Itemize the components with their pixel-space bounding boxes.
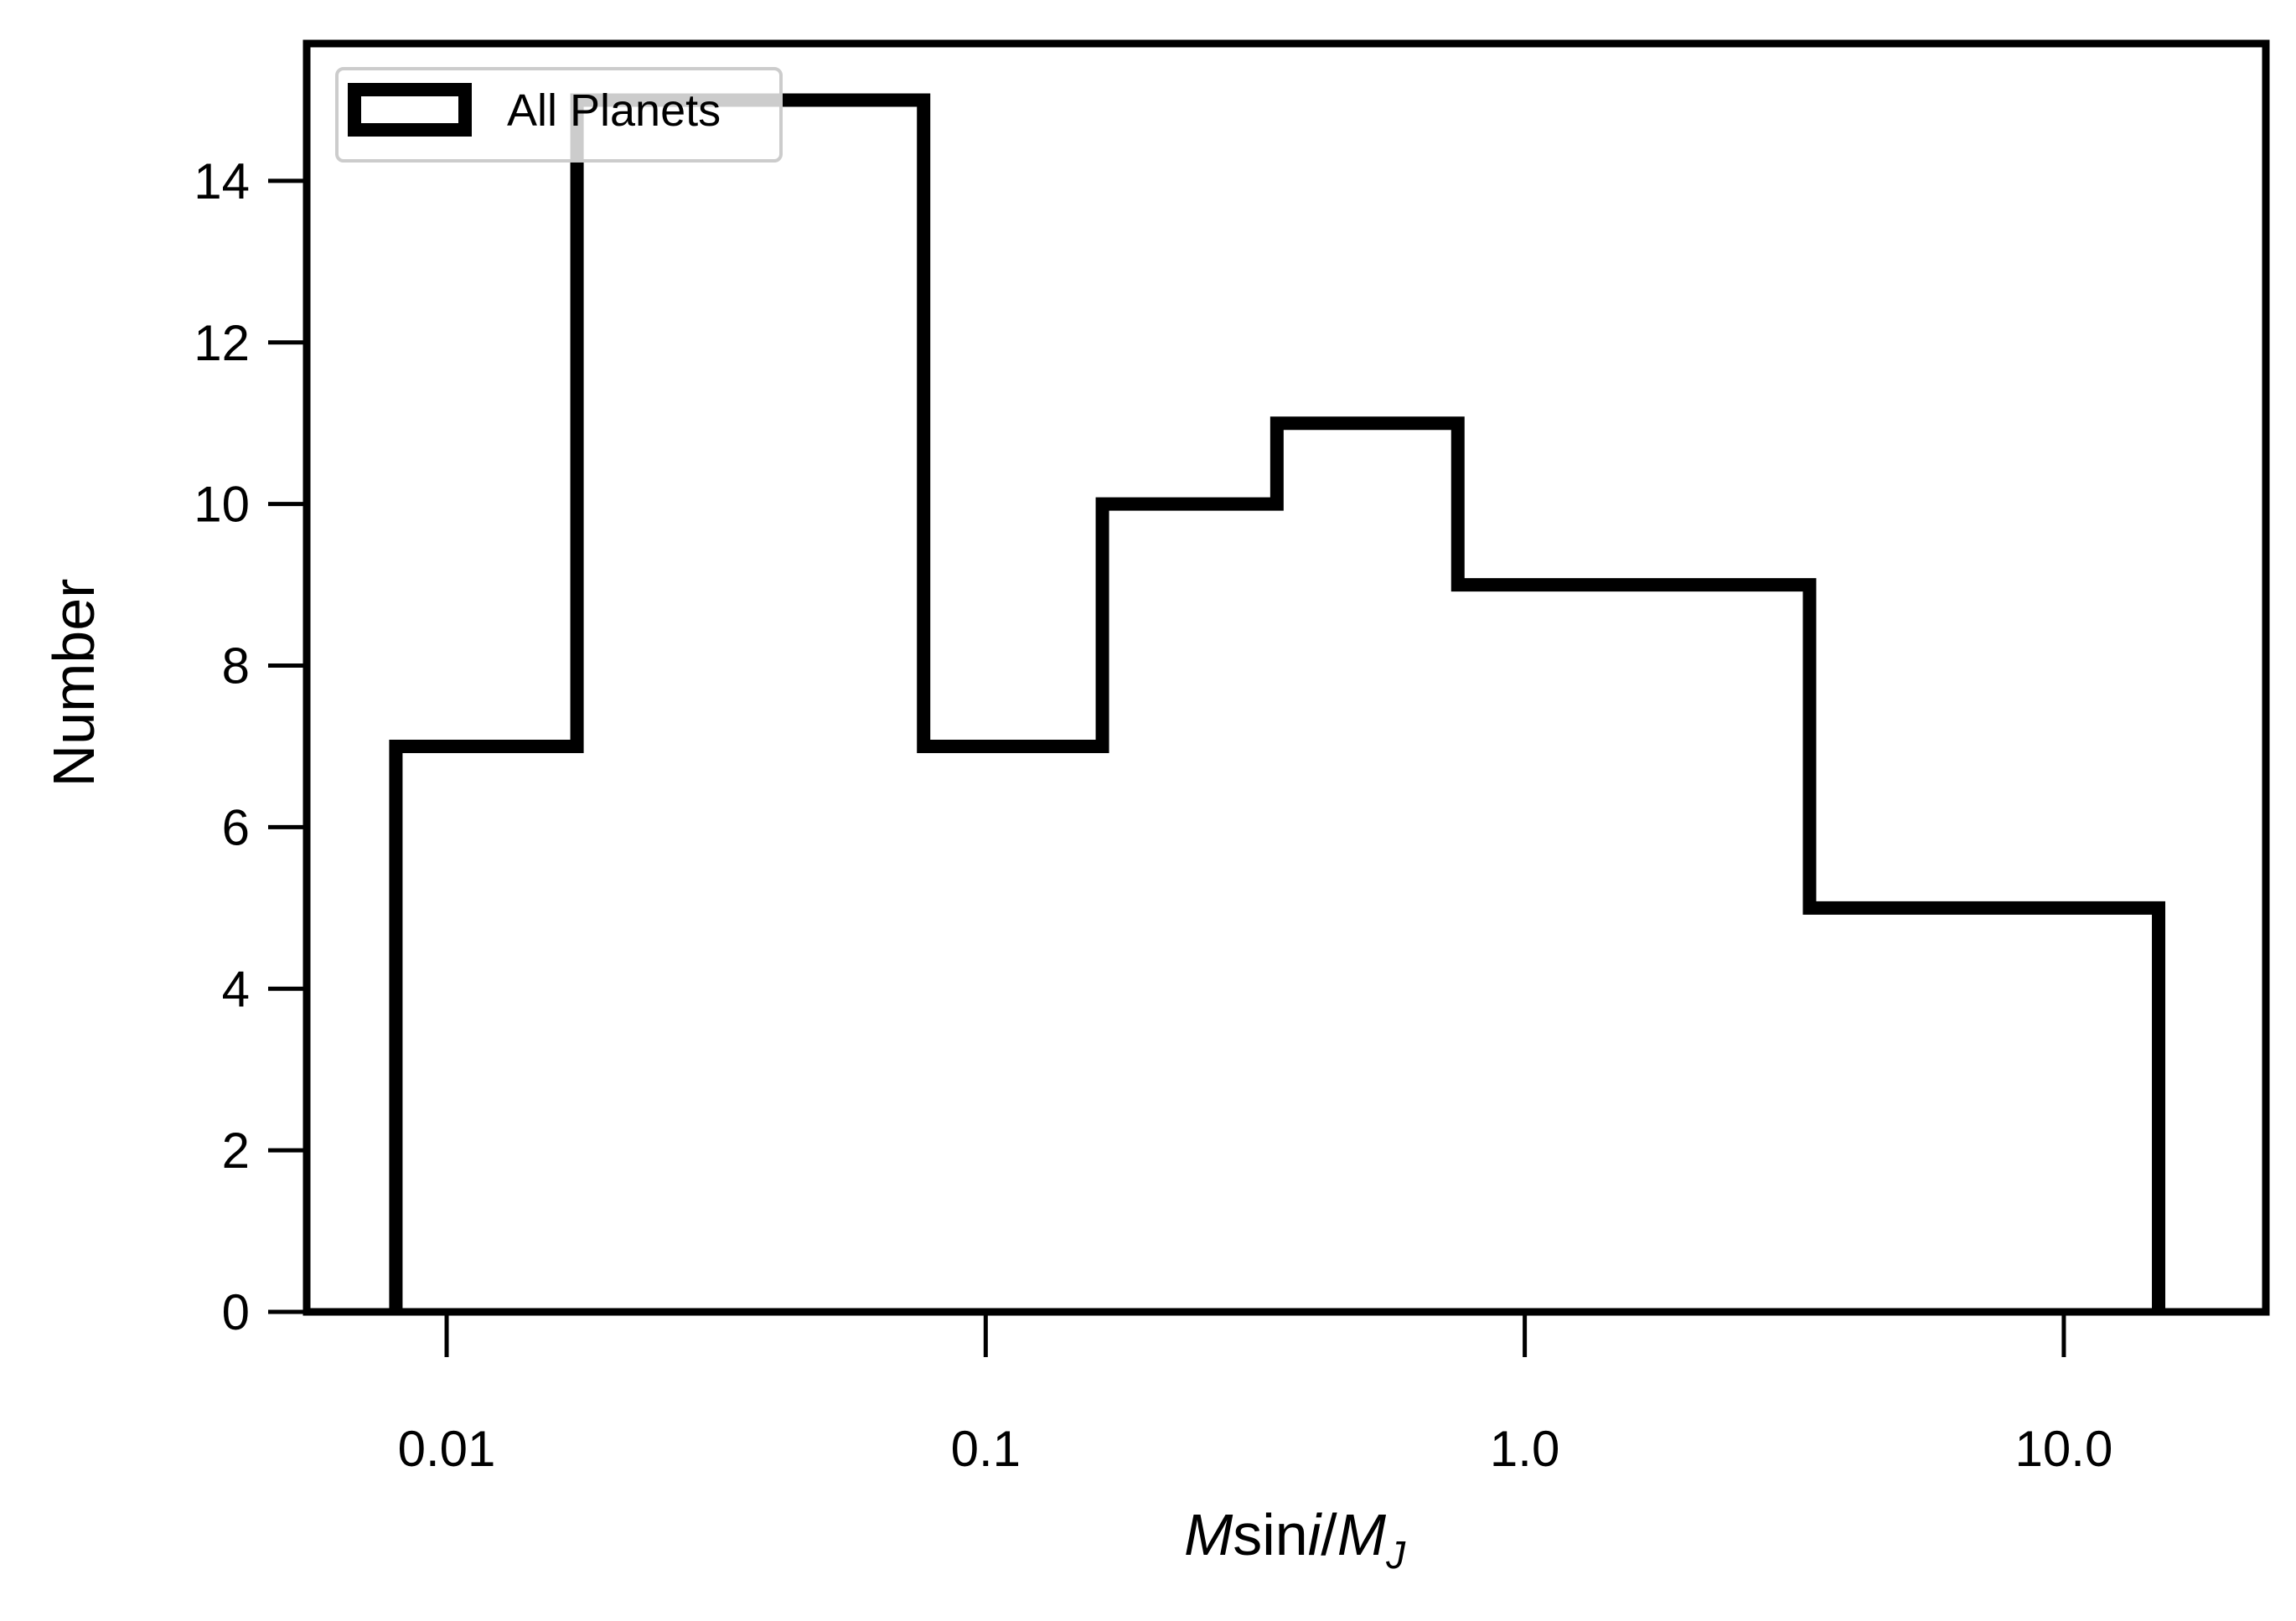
- legend-swatch: [348, 83, 472, 137]
- legend: All Planets: [335, 67, 783, 163]
- x-tick-label: 1.0: [1490, 1421, 1559, 1477]
- x-tick-label: 0.1: [951, 1421, 1021, 1477]
- y-tick-label: 10: [194, 477, 250, 533]
- y-axis-ticks: 0 2 4 6 8 10 12 14: [194, 153, 307, 1340]
- legend-label: All Planets: [507, 85, 721, 136]
- y-tick-label: 4: [222, 961, 250, 1017]
- histogram-step-outline: [389, 93, 2166, 1312]
- x-tick-label: 0.01: [398, 1421, 496, 1477]
- y-axis-label: Number: [41, 579, 106, 787]
- plot-area: [303, 39, 2270, 1316]
- y-tick-label: 2: [222, 1123, 250, 1179]
- y-tick-label: 14: [194, 153, 250, 209]
- x-axis-ticks: 0.01 0.1 1.0 10.0: [398, 1312, 2113, 1477]
- y-tick-label: 0: [222, 1284, 250, 1340]
- x-axis-label: Msini/MJ: [1184, 1502, 1406, 1577]
- y-tick-label: 8: [222, 638, 250, 694]
- x-tick-label: 10.0: [2015, 1421, 2113, 1477]
- y-tick-label: 12: [194, 315, 250, 371]
- y-tick-label: 6: [222, 799, 250, 855]
